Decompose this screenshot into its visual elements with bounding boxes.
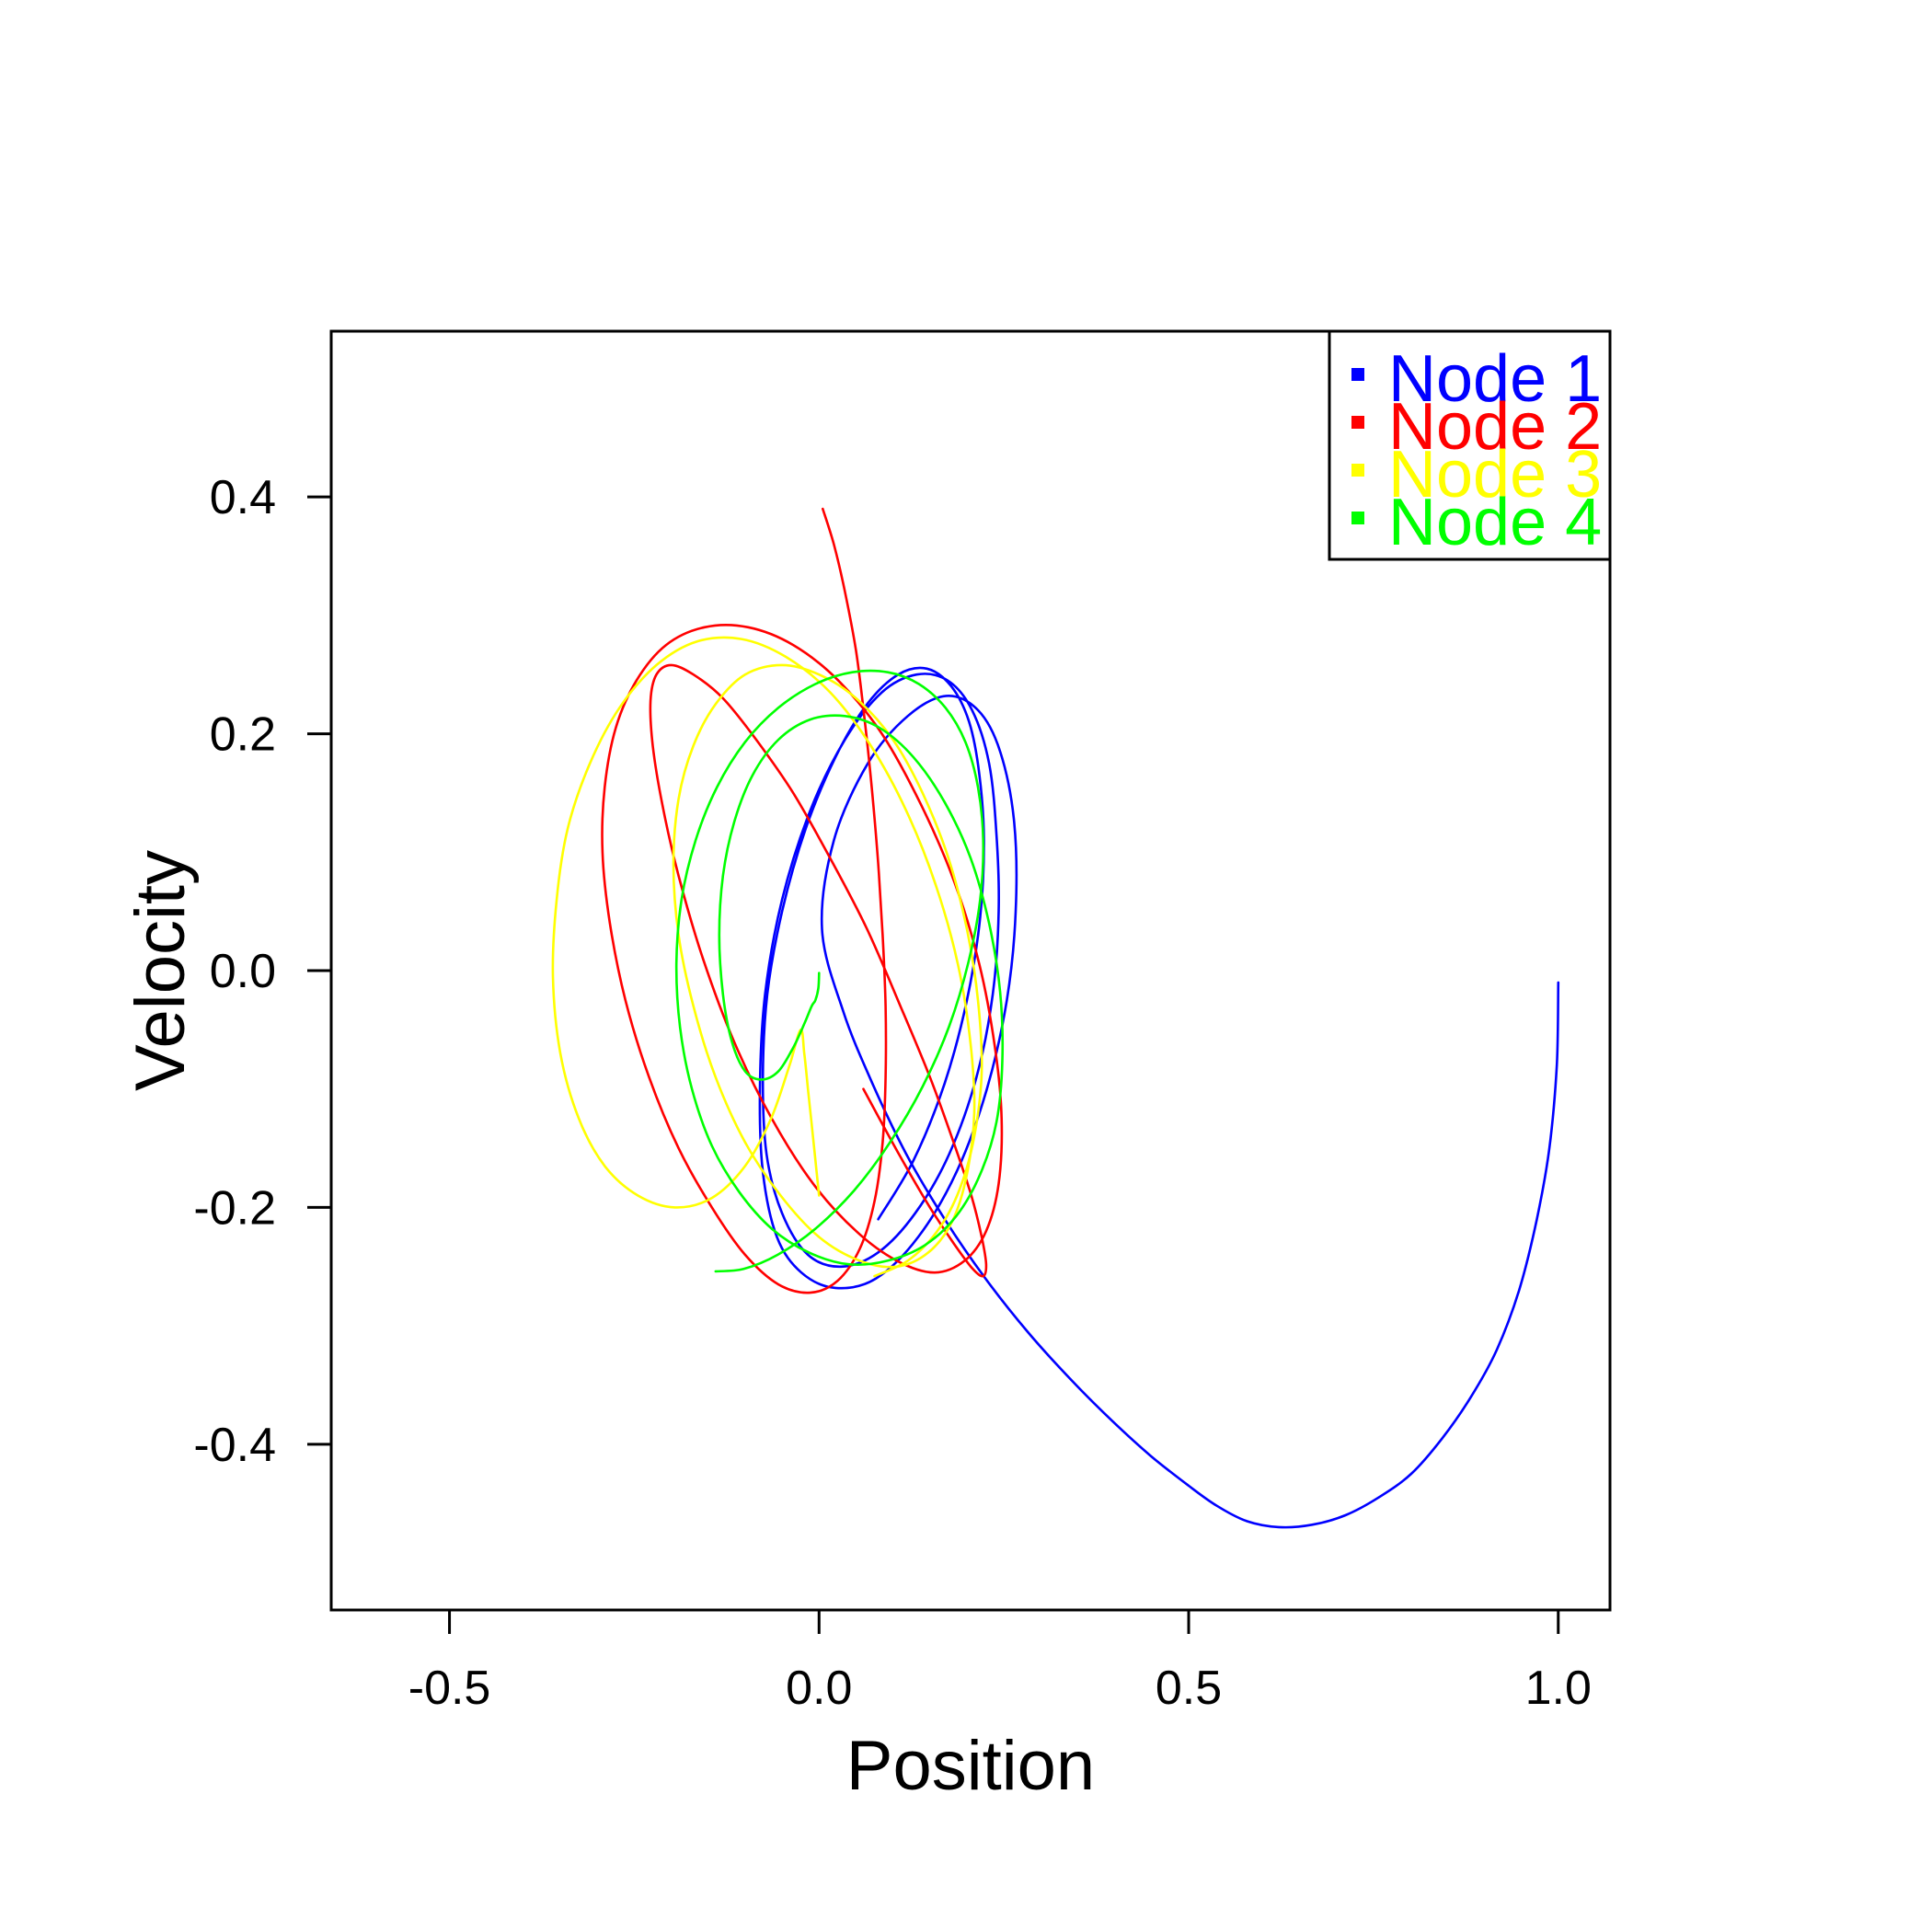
x-tick-label: 1.0 bbox=[1525, 1662, 1592, 1715]
series-line-3 bbox=[551, 636, 983, 1278]
legend-swatch-2 bbox=[1351, 416, 1364, 429]
y-tick-label: -0.4 bbox=[193, 1419, 276, 1472]
y-axis-title: Velocity bbox=[121, 850, 200, 1091]
x-tick-label: 0.5 bbox=[1156, 1662, 1222, 1715]
series-line-2 bbox=[601, 507, 1004, 1294]
x-tick-label: -0.5 bbox=[408, 1662, 491, 1715]
series-layer bbox=[551, 507, 1560, 1529]
x-tick-label: 0.0 bbox=[786, 1662, 852, 1715]
legend-box bbox=[1328, 329, 1612, 561]
y-axis: -0.4 -0.2 0.0 0.2 0.4 bbox=[193, 471, 331, 1472]
legend-swatch-3 bbox=[1351, 464, 1364, 477]
legend-label-4: Node 4 bbox=[1388, 486, 1602, 559]
legend-swatch-4 bbox=[1351, 512, 1364, 524]
legend-label-1: Node 1 bbox=[1388, 342, 1602, 416]
x-axis-title: Position bbox=[846, 1727, 1095, 1805]
legend-swatch-1 bbox=[1351, 368, 1364, 381]
series-line-1 bbox=[758, 666, 1560, 1529]
series-line-4 bbox=[674, 669, 1005, 1273]
y-tick-label: 0.2 bbox=[210, 708, 276, 762]
legend-label-3: Node 3 bbox=[1388, 438, 1602, 512]
legend-label-2: Node 2 bbox=[1388, 390, 1602, 464]
y-tick-label: 0.0 bbox=[210, 945, 276, 998]
y-tick-label: -0.2 bbox=[193, 1181, 276, 1235]
x-axis: -0.5 0.0 0.5 1.0 bbox=[408, 1610, 1592, 1715]
y-tick-label: 0.4 bbox=[210, 471, 276, 524]
